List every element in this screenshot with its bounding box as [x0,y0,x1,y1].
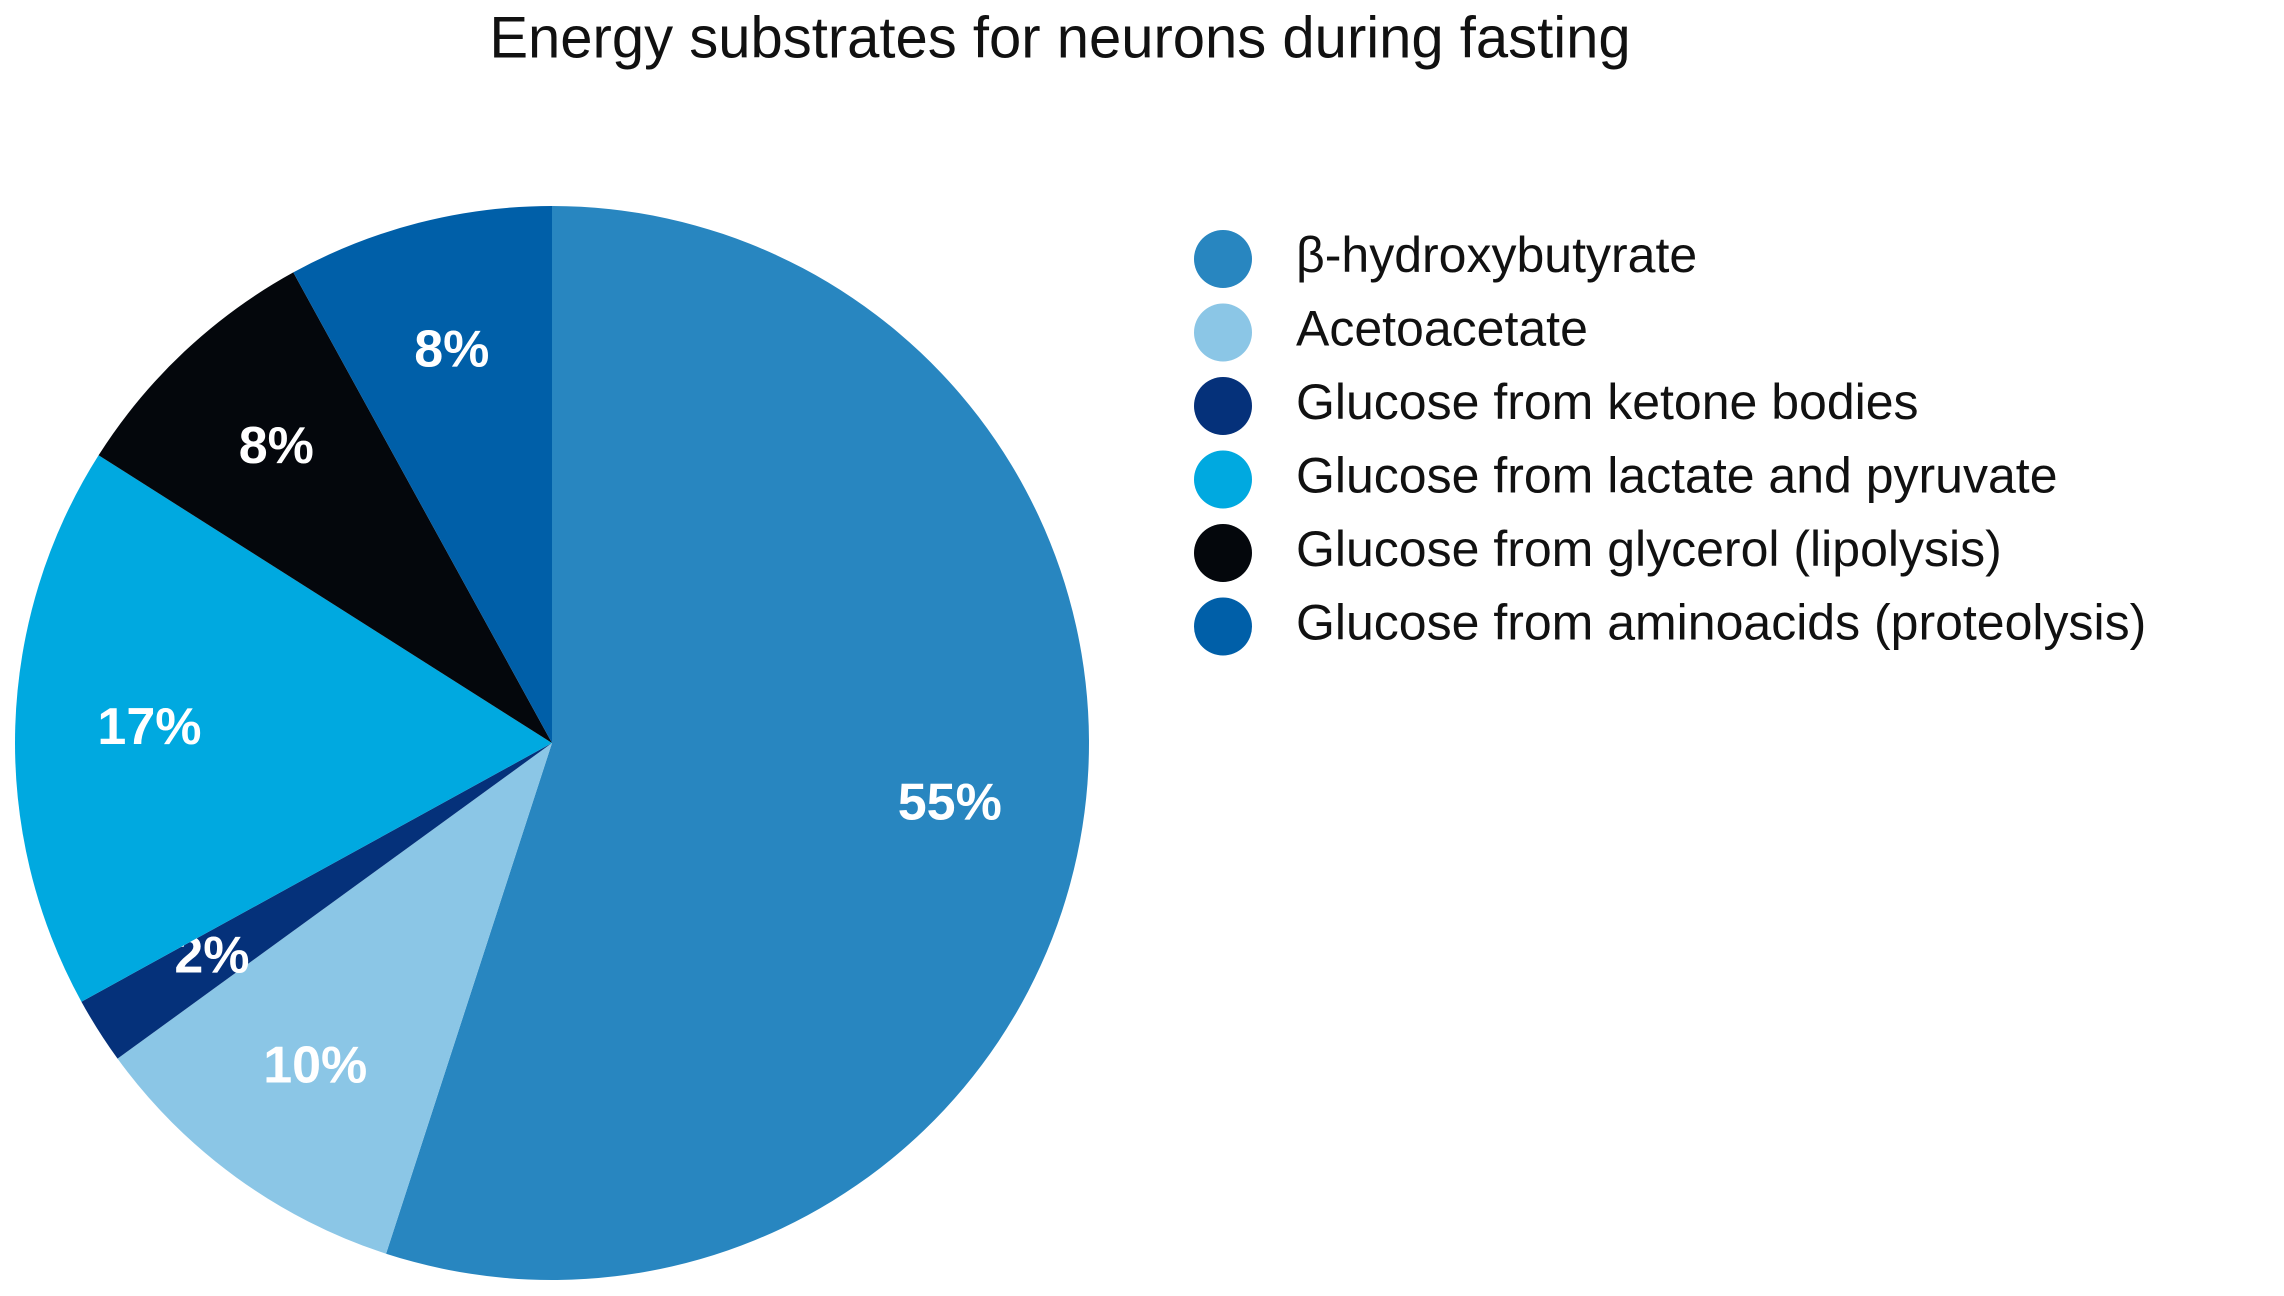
slice-label: 10% [263,1037,367,1095]
slice-label: 55% [898,774,1002,832]
slice-label: 8% [239,417,314,475]
pie-slice [98,272,553,743]
legend-label: Glucose from glycerol (lipolysis) [1296,521,2002,577]
legend-label: Glucose from ketone bodies [1296,374,1919,430]
legend-label: Glucose from aminoacids (proteolysis) [1296,595,2146,651]
legend-marker [1194,597,1252,656]
pie-slice [386,206,1089,1280]
legend-label: Glucose from lactate and pyruvate [1296,448,2058,504]
slice-label: 17% [97,698,201,756]
legend-marker [1194,524,1252,582]
pie-slice [81,743,552,1059]
pie-slice [117,743,553,1254]
pie-slice [14,455,552,1002]
pie-slice [293,206,552,743]
legend-label: Acetoacetate [1296,301,1588,357]
legend-marker [1194,377,1252,435]
slice-label: 8% [414,321,489,379]
legend-marker [1194,450,1252,509]
legend-marker [1194,230,1252,288]
legend-marker [1194,303,1252,362]
chart-title: Energy substrates for neurons during fas… [489,5,1630,70]
legend-label: β-hydroxybutyrate [1296,227,1697,283]
